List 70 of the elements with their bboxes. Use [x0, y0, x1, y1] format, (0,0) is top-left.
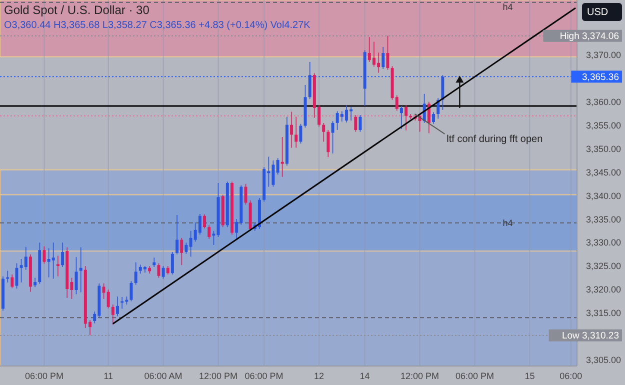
candlestick [120, 296, 124, 310]
candlestick [427, 101, 430, 134]
x-tick-label: 12:00 PM [198, 371, 238, 381]
candlestick [180, 237, 184, 266]
candlestick [322, 122, 326, 142]
y-tick-label: 3,345.00 [586, 167, 621, 178]
y-tick-label: 3,360.00 [586, 96, 621, 107]
y-tick-label: 3,355.00 [586, 120, 621, 130]
candlestick [208, 224, 211, 240]
y-tick-label: 3,320.00 [586, 284, 621, 295]
candlestick [116, 296, 119, 317]
x-tick-label: 11 [104, 371, 114, 381]
y-tick-label: 3,315.00 [586, 308, 621, 318]
candlestick [400, 106, 403, 130]
candlestick [162, 266, 165, 280]
candlestick [294, 116, 298, 148]
candlestick [170, 251, 174, 275]
candlestick [212, 230, 216, 246]
candlestick [10, 274, 14, 289]
candlestick [34, 277, 37, 288]
candlestick [61, 242, 64, 268]
candlestick [386, 35, 390, 70]
x-tick-label: 12:00 PM [400, 371, 440, 381]
candlestick [280, 136, 284, 178]
candlestick [382, 46, 385, 70]
candlestick [276, 158, 280, 176]
candlestick [134, 262, 138, 286]
y-tick-label: 3,305.00 [586, 355, 621, 366]
text: USD [587, 7, 608, 18]
x-tick-label: 14 [360, 371, 370, 381]
x-tick-label: 06:00 PM [24, 371, 64, 381]
candlestick [56, 255, 60, 277]
x-tick-label: 06:00 PM [455, 371, 494, 381]
ref-line-label: High 3,374.06 [560, 31, 619, 42]
candlestick [354, 114, 358, 132]
x-tick-label: 06:00 [560, 371, 582, 381]
annotation: ltf conf during fft open [446, 134, 543, 145]
candlestick [299, 123, 302, 144]
candlestick [42, 246, 46, 264]
candlestick [52, 242, 55, 280]
candlestick [441, 74, 444, 110]
y-tick-label: 3,325.00 [586, 261, 621, 272]
candlestick [184, 242, 188, 254]
ref-line-label: h4 [502, 2, 513, 12]
y-tick-label: 3,350.00 [586, 144, 621, 154]
candlestick [308, 61, 312, 100]
text: O3,360.44 H3,365.68 L3,358.27 C3,365.36 +4.83 (+0.14%) Vol4.27K [4, 20, 311, 31]
candlestick [24, 246, 28, 270]
x-tick-label: 06:00 PM [244, 371, 284, 381]
ref-line-label: h4 [502, 218, 513, 228]
candlestick [176, 214, 179, 255]
y-tick-label: 3,370.00 [586, 50, 621, 60]
ref-line-label: Low 3,310.23 [562, 330, 619, 342]
chart-title: Gold Spot / U.S. Dollar · 30 [4, 3, 150, 17]
candlestick [74, 256, 78, 295]
candlestick [203, 214, 206, 230]
x-tick-label: 12 [314, 371, 324, 381]
candlestick [404, 104, 408, 131]
y-tick-label: 3,340.00 [586, 190, 621, 201]
candlestick [432, 112, 436, 124]
candlestick [111, 304, 114, 326]
x-tick-label: 06:00 AM [144, 371, 182, 381]
x-tick-label: 15 [524, 371, 535, 381]
candlestick [290, 111, 294, 148]
candlestick [106, 289, 110, 309]
candlestick [326, 129, 330, 158]
candlestick [157, 262, 160, 278]
ref-line-label: 3,365.36 [582, 72, 619, 83]
y-tick-label: 3,330.00 [586, 238, 621, 248]
y-tick-label: 3,335.00 [586, 214, 621, 224]
